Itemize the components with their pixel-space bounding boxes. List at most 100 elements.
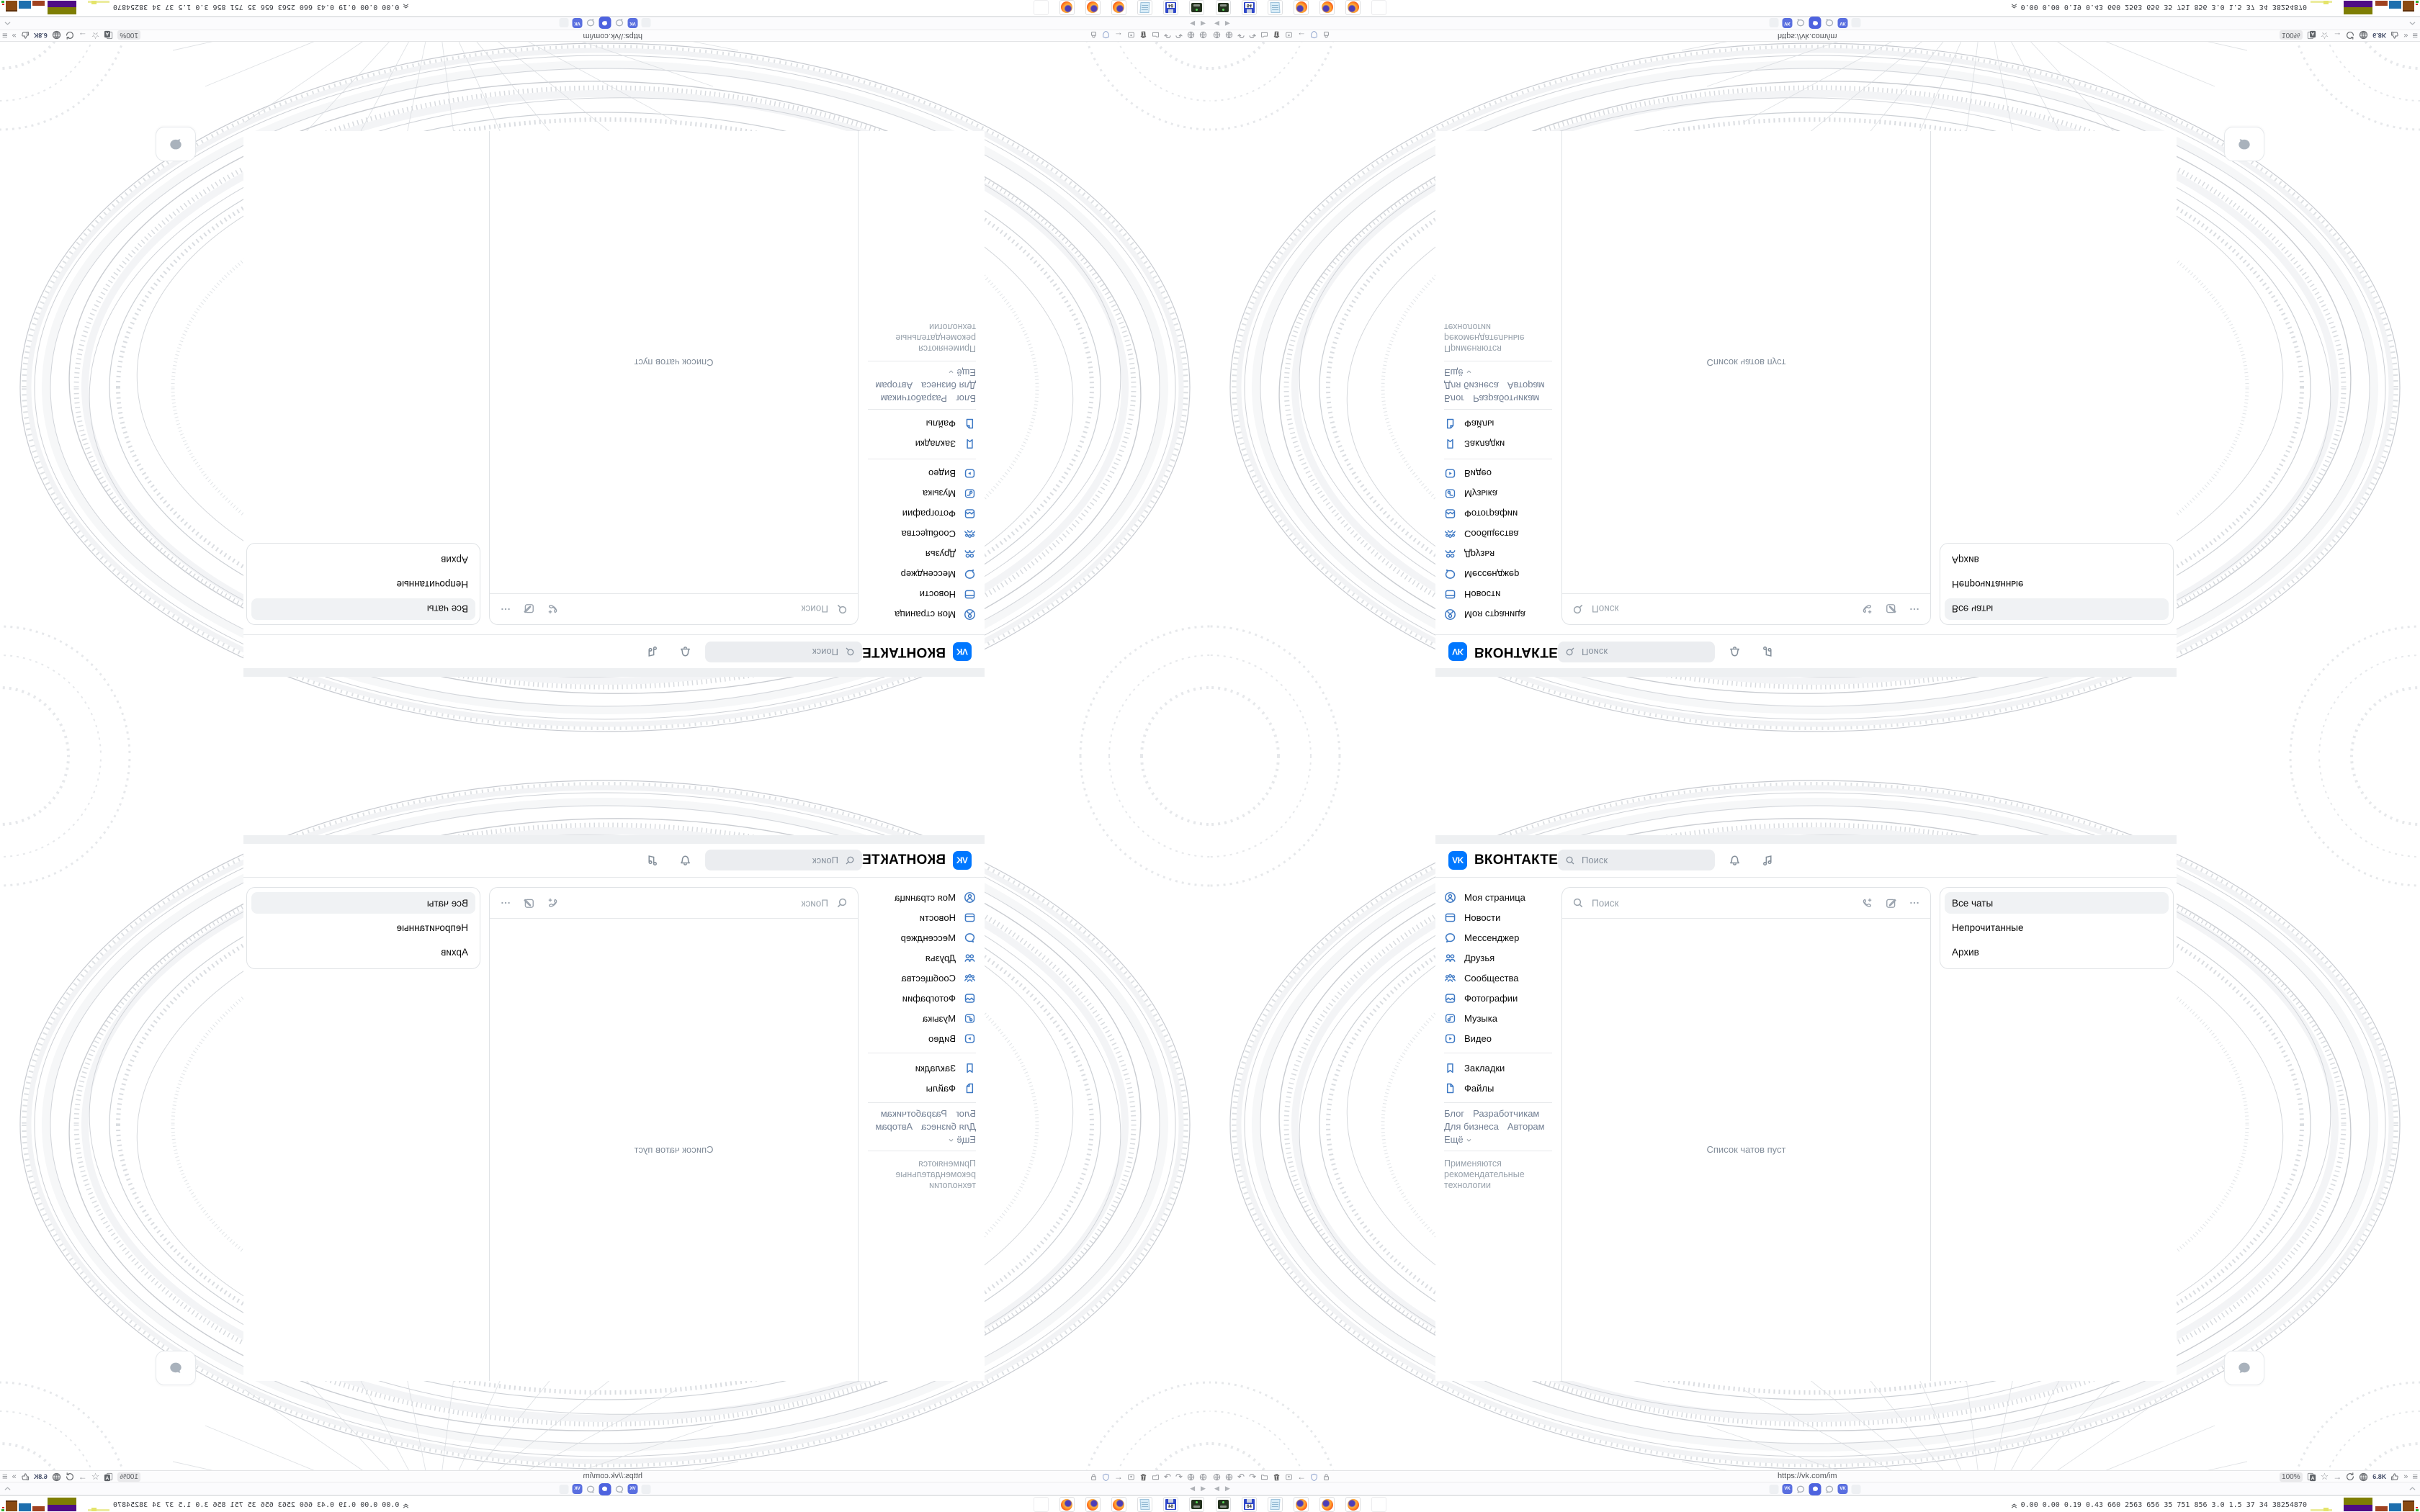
sidebar-item-bookmarks[interactable]: Закладки [861,1058,976,1078]
sidebar-item-messenger[interactable]: Мессенджер [861,927,976,948]
globe-icon[interactable] [1225,32,1233,40]
globe-icon[interactable] [52,1472,61,1482]
firefox-icon[interactable] [1319,0,1335,15]
firefox-icon[interactable] [1085,0,1101,15]
zoom-level-chip[interactable]: 100% [2280,1472,2303,1482]
shield-icon[interactable] [1102,1473,1110,1481]
id-badge-icon[interactable] [1127,1473,1135,1481]
sidebar-item-video[interactable]: Видео [861,464,976,484]
link-developers[interactable]: Разработчикам [880,393,947,404]
zoom-level-chip[interactable]: 100% [117,30,140,40]
translate-icon[interactable]: A [2307,1472,2316,1482]
id-badge-icon[interactable] [1127,32,1135,40]
undo-icon[interactable]: ↶ [1237,1472,1245,1482]
sidebar-item-photos[interactable]: Фотографии [1444,504,1559,524]
redo-icon[interactable]: ↷ [1163,30,1171,40]
link-blog[interactable]: Блог [955,393,976,404]
header-search[interactable] [705,850,862,870]
reload-icon[interactable] [66,31,74,40]
forward-arrow-icon[interactable]: → [2333,1472,2342,1482]
sidebar-item-friends[interactable]: Друзья [1444,948,1559,968]
filter-unread[interactable]: Непрочитанные [1952,579,2024,590]
menu-icon[interactable]: ≡ [2412,1471,2418,1482]
firefox-icon[interactable] [1111,1497,1126,1512]
sidebar-item-photos[interactable]: Фотографии [861,504,976,524]
globe-icon[interactable] [1199,32,1207,40]
collapse-chevron-icon[interactable] [4,1485,12,1493]
tab-chat-bubble-active[interactable] [1809,1482,1821,1495]
bell-icon[interactable] [678,853,692,867]
menu-icon[interactable]: ≡ [2,30,8,41]
notepad-icon[interactable] [1137,0,1152,15]
tab-vk-favicon[interactable]: VK [572,1484,583,1494]
translate-icon[interactable]: A [104,1472,113,1482]
bookmark-star-icon[interactable]: ☆ [91,30,100,41]
sidebar-item-communities[interactable]: Сообщества [1444,968,1559,988]
sidebar-item-files[interactable]: Файлы [861,414,976,434]
sidebar-item-music[interactable]: Музыка [861,1008,976,1028]
chat-search-input[interactable] [1590,896,1855,909]
sidebar-item-bookmarks[interactable]: Закладки [1444,434,1559,454]
music-note-icon[interactable] [645,645,659,659]
tab-chat-bubble-active[interactable] [599,17,611,30]
sidebar-item-communities[interactable]: Сообщества [861,968,976,988]
reload-icon[interactable] [2346,1472,2354,1481]
bookmark-star-icon[interactable]: ☆ [2320,30,2329,41]
tab-vk-favicon[interactable]: VK [572,18,583,28]
tab-chat-bubble[interactable] [615,1485,624,1494]
sidebar-item-files[interactable]: Файлы [1444,414,1559,434]
compose-icon[interactable] [1885,603,1897,616]
url-text[interactable]: https://vk.com/im [583,1472,642,1480]
firefox-icon[interactable] [1294,0,1309,15]
redo-icon[interactable]: ↷ [1249,1472,1257,1482]
url-text[interactable]: https://vk.com/im [1778,1472,1837,1480]
filter-unread[interactable]: Непрочитанные [1952,922,2024,933]
globe-icon[interactable] [2359,1472,2368,1482]
sidebar-item-video[interactable]: Видео [1444,464,1559,484]
tab-chat-bubble[interactable] [1825,19,1834,28]
floppy-save-icon[interactable]: 64 [1242,0,1257,15]
terminal-monitor-icon[interactable] [1189,0,1204,15]
prev-tab-icon[interactable]: ◀ [1214,1485,1219,1492]
sidebar-item-friends[interactable]: Друзья [1444,544,1559,564]
menu-icon[interactable]: ≡ [2,1471,8,1482]
url-text[interactable]: https://vk.com/im [583,32,642,40]
counter-badge[interactable]: 6.8K [33,32,48,39]
counter-badge[interactable]: 6.8K [2372,1473,2387,1480]
reload-icon[interactable] [66,1472,74,1481]
sidebar-item-bookmarks[interactable]: Закладки [861,434,976,454]
sidebar-item-news[interactable]: Новости [861,585,976,605]
next-tab-icon[interactable]: ▶ [1224,1485,1230,1492]
bookmark-star-icon[interactable]: ☆ [91,1471,100,1482]
tab-chat-bubble[interactable] [586,19,596,28]
sidebar-item-music[interactable]: Музыка [861,484,976,504]
link-blog[interactable]: Блог [1444,1108,1465,1119]
header-search-input[interactable] [1580,646,1691,658]
overflow-chevrons-icon[interactable]: » [2403,1472,2408,1481]
tab-chat-bubble-active[interactable] [599,1482,611,1495]
music-note-icon[interactable] [1761,645,1775,659]
shield-icon[interactable] [1102,31,1110,40]
firefox-icon[interactable] [1059,0,1075,15]
folder-icon[interactable] [1152,1473,1160,1481]
id-badge-icon[interactable] [1285,1473,1293,1481]
next-tab-icon[interactable]: ▶ [1190,1485,1196,1492]
header-search-input[interactable] [729,854,840,866]
trash-icon[interactable] [1273,32,1281,40]
music-note-icon[interactable] [1761,853,1775,867]
sidebar-item-communities[interactable]: Сообщества [861,524,976,544]
sidebar-item-my-page[interactable]: Моя страница [861,887,976,907]
tab-chat-bubble[interactable] [1825,1485,1834,1494]
thumb-up-icon[interactable] [2390,31,2399,40]
more-options-icon[interactable] [1909,603,1920,615]
filter-all-chats[interactable]: Все чаты [251,892,475,914]
firefox-icon[interactable] [1345,0,1361,15]
filter-archive[interactable]: Архив [441,946,468,958]
compose-icon[interactable] [523,603,535,616]
link-more[interactable]: Ещё [1444,366,1472,379]
chat-search-input[interactable] [565,603,830,616]
music-note-icon[interactable] [645,853,659,867]
translate-icon[interactable]: A [104,31,113,40]
zoom-level-chip[interactable]: 100% [117,1472,140,1482]
vk-logo[interactable]: VK [953,851,972,870]
